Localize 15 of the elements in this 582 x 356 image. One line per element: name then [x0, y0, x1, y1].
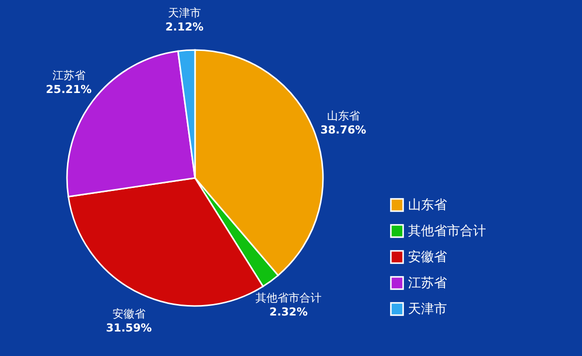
- slice-label: 安徽省: [112, 307, 146, 320]
- slice-label: 其他省市合计: [256, 291, 322, 304]
- slice-label: 天津市: [168, 6, 201, 20]
- legend-label: 安徽省: [408, 249, 447, 265]
- legend-label: 江苏省: [408, 276, 447, 291]
- slice-label: 山东省: [326, 109, 360, 122]
- data-label: 38.76%: [320, 123, 366, 136]
- data-label: 2.32%: [269, 305, 308, 318]
- data-label: 2.12%: [165, 20, 204, 34]
- slice-label: 江苏省: [52, 68, 86, 82]
- data-label: 31.59%: [106, 321, 152, 334]
- data-label: 25.21%: [46, 82, 92, 96]
- legend-label: 天津市: [408, 302, 447, 317]
- legend-label: 其他省市合计: [408, 224, 486, 239]
- legend-label: 山东省: [408, 198, 447, 213]
